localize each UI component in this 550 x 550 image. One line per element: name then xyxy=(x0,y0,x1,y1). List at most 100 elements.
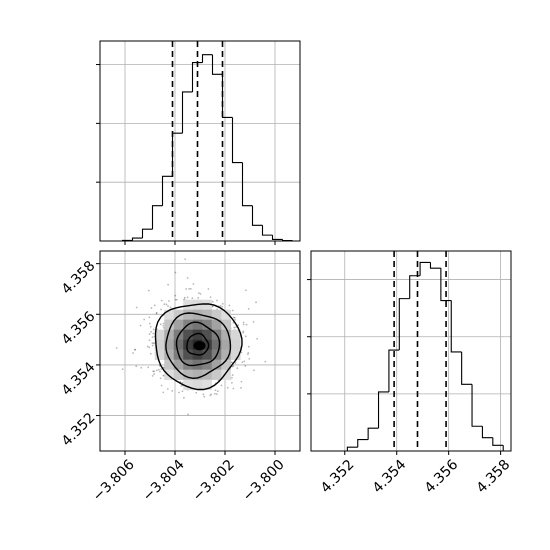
scatter-point xyxy=(230,376,233,379)
histogram-bin xyxy=(492,437,504,446)
heatmap-cell xyxy=(192,369,203,380)
scatter-point xyxy=(242,330,245,333)
heatmap-cell xyxy=(154,329,165,340)
scatter-point xyxy=(211,300,214,303)
heatmap-cell xyxy=(211,369,222,380)
scatter-point xyxy=(152,332,155,335)
histogram-bin xyxy=(251,205,263,226)
histogram-bin xyxy=(231,117,243,164)
quantile-lines xyxy=(171,41,224,241)
scatter-point xyxy=(214,389,217,392)
histogram-bin xyxy=(211,54,223,75)
grid xyxy=(311,251,511,451)
histogram-bin xyxy=(201,54,213,63)
panel-frame xyxy=(310,250,512,452)
histogram-bin xyxy=(367,427,379,440)
heatmap-cell xyxy=(154,349,165,360)
scatter-point xyxy=(216,299,218,302)
scatter-point xyxy=(147,366,150,369)
scatter-point xyxy=(183,396,185,399)
scatter-point xyxy=(152,328,155,331)
histogram-steps xyxy=(121,54,294,242)
grid xyxy=(100,41,300,241)
heatmap-cell xyxy=(183,309,194,320)
x-tick-label: 4.356 xyxy=(422,457,462,497)
scatter-point xyxy=(211,305,214,308)
scatter-point xyxy=(231,309,234,312)
scatter-point xyxy=(187,413,190,416)
heatmap-cell xyxy=(154,339,165,350)
histogram-bin xyxy=(461,351,473,385)
heatmap-cell xyxy=(221,329,232,340)
scatter-point xyxy=(243,360,246,363)
scatter-point xyxy=(148,316,151,319)
histogram-bin xyxy=(241,162,253,207)
scatter-point xyxy=(148,333,151,335)
heatmap-cell xyxy=(164,329,175,340)
heatmap-cell xyxy=(202,309,213,320)
scatter-point xyxy=(135,306,138,309)
heatmap-cell xyxy=(164,319,175,330)
scatter-point xyxy=(151,342,154,344)
heatmap-cell xyxy=(183,299,194,310)
histogram-bin xyxy=(346,446,358,451)
scatter-point xyxy=(148,339,151,342)
scatter-point xyxy=(246,353,249,356)
x-tick-label: −3.802 xyxy=(190,457,238,505)
heatmap-cell xyxy=(202,339,213,350)
heatmap-cell xyxy=(164,369,175,380)
scatter-point xyxy=(188,287,191,290)
scatter-point xyxy=(252,321,255,323)
y-tick-labels: 4.352 4.354 4.356 4.358 xyxy=(59,258,99,450)
y-tick-label: 4.352 xyxy=(59,410,99,450)
scatter-point xyxy=(135,365,138,368)
heatmap-cell xyxy=(164,339,175,350)
scatter-point xyxy=(115,347,118,349)
scatter-point xyxy=(160,299,163,302)
scatter-point xyxy=(240,386,242,389)
x-tick-label: −3.806 xyxy=(90,457,138,505)
contour-line xyxy=(186,332,210,356)
heatmap-cell xyxy=(164,359,175,370)
scatter-point xyxy=(150,330,153,333)
scatter-point xyxy=(174,298,177,301)
scatter-point xyxy=(252,369,255,372)
scatter-point xyxy=(168,300,170,302)
density-heatmap xyxy=(154,299,241,390)
panel-frame xyxy=(99,250,301,452)
axis-ticks xyxy=(307,279,502,455)
scatter-point xyxy=(155,312,158,315)
scatter-point xyxy=(166,388,169,390)
scatter-point xyxy=(233,316,236,319)
scatter-point xyxy=(151,374,154,377)
scatter-point xyxy=(240,351,243,354)
heatmap-cell xyxy=(202,299,213,310)
histogram-bin xyxy=(471,384,483,427)
scatter-point xyxy=(160,308,163,311)
heatmap-cell xyxy=(221,319,232,330)
contour-line xyxy=(175,321,221,367)
scatter-point xyxy=(151,344,154,347)
heatmap-cell xyxy=(202,329,213,340)
histogram-bin xyxy=(271,235,283,240)
scatter-point xyxy=(198,292,200,295)
scatter-point xyxy=(153,373,156,375)
scatter-point xyxy=(234,361,237,364)
scatter-point xyxy=(255,301,257,304)
histogram-bin xyxy=(357,439,369,448)
histogram-bin xyxy=(171,132,183,177)
histogram-bin xyxy=(450,300,462,353)
scatter-point xyxy=(215,393,218,396)
heatmap-cell xyxy=(211,309,222,320)
heatmap-cell xyxy=(211,339,222,350)
heatmap-cell xyxy=(183,349,194,360)
histogram-bin xyxy=(141,228,153,239)
scatter-point xyxy=(155,312,158,314)
marginal-histogram-x xyxy=(96,40,301,245)
heatmap-cell xyxy=(230,339,241,350)
heatmap-cell xyxy=(211,359,222,370)
scatter-point xyxy=(248,358,251,360)
scatter-point xyxy=(191,297,194,299)
heatmap-cell xyxy=(211,319,222,330)
scatter-point xyxy=(183,296,186,299)
